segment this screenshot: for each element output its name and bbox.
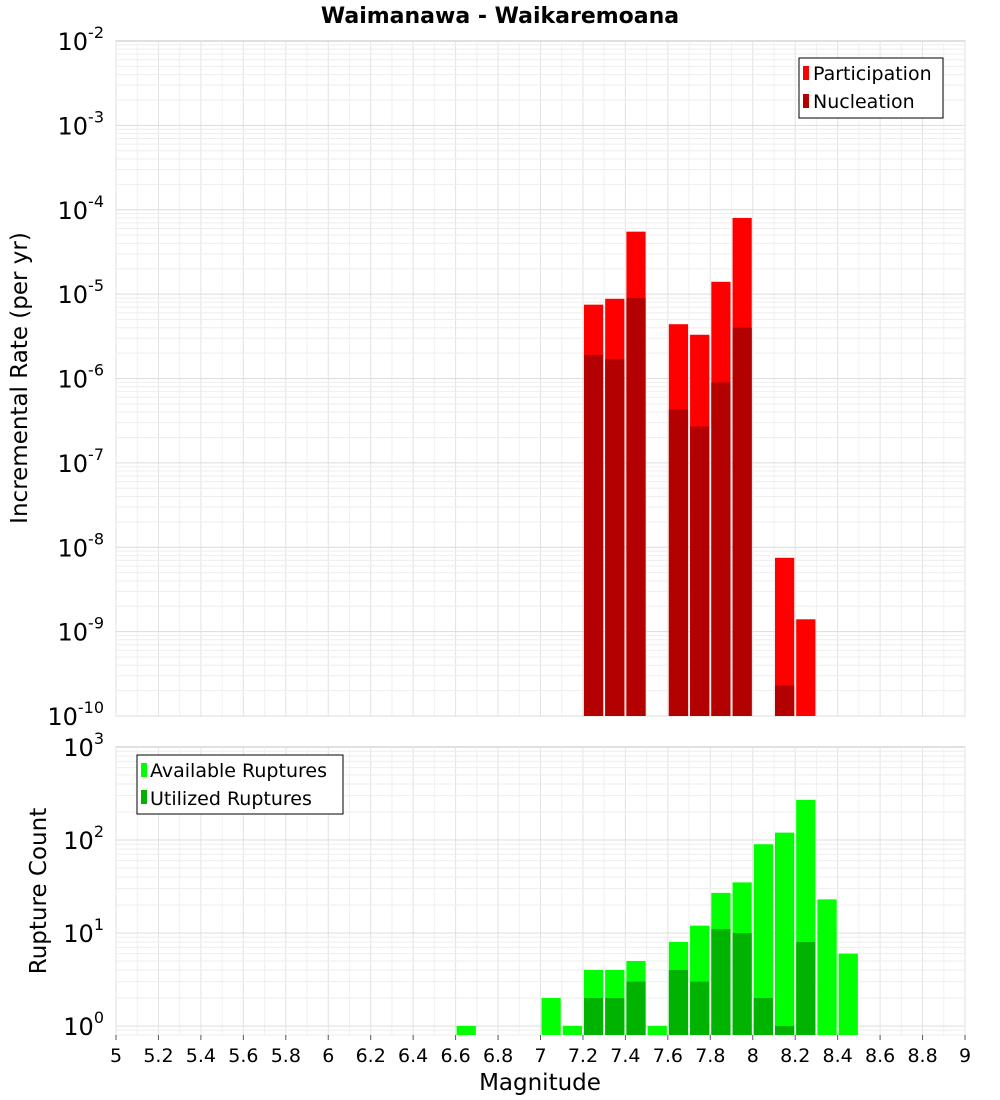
bar-utilized-ruptures xyxy=(626,981,646,1035)
bar-available-ruptures xyxy=(562,1025,582,1035)
x-tick-label: 7.2 xyxy=(568,1045,598,1067)
bar-available-ruptures xyxy=(753,844,773,1035)
x-tick-label: 6.2 xyxy=(356,1045,386,1067)
top-y-axis-label: Incremental Rate (per yr) xyxy=(7,232,33,524)
bar-utilized-ruptures xyxy=(583,997,604,1035)
bar-participation xyxy=(774,557,795,716)
x-tick-label: 8.4 xyxy=(823,1045,853,1067)
top-y-tick-label: 10-6 xyxy=(58,361,105,394)
top-y-tick-label: 10-9 xyxy=(58,614,105,647)
x-tick-label: 8.6 xyxy=(865,1045,895,1067)
top-y-tick-label: 10-8 xyxy=(58,529,105,562)
x-tick-label: 7.4 xyxy=(610,1045,640,1067)
legend-swatch-available-ruptures xyxy=(141,763,147,777)
top-bars xyxy=(583,217,816,716)
top-y-tick-label: 10-10 xyxy=(47,698,104,731)
bottom-legend-box xyxy=(136,754,344,815)
x-tick-label: 7.6 xyxy=(653,1045,683,1067)
x-tick-label: 6.4 xyxy=(398,1045,428,1067)
x-tick-label: 6.8 xyxy=(483,1045,513,1067)
bar-utilized-ruptures xyxy=(690,981,710,1035)
bar-utilized-ruptures xyxy=(732,932,752,1035)
bar-utilized-ruptures xyxy=(774,1025,795,1035)
x-tick-label: 6.6 xyxy=(440,1045,470,1067)
chart-title: Waimanawa - Waikaremoana xyxy=(321,4,679,29)
bar-nucleation xyxy=(605,359,625,716)
bar-available-ruptures xyxy=(774,832,795,1035)
bar-nucleation xyxy=(668,409,689,716)
bottom-y-tick-label: 100 xyxy=(63,1008,104,1041)
bottom-y-axis-label: Rupture Count xyxy=(26,808,52,974)
x-tick-label: 5.4 xyxy=(186,1045,216,1067)
x-tick-label: 8.8 xyxy=(907,1045,937,1067)
bottom-y-tick-label: 102 xyxy=(63,822,104,855)
x-axis-label: Magnitude xyxy=(479,1070,601,1096)
bar-utilized-ruptures xyxy=(796,942,816,1035)
top-y-tick-label: 10-4 xyxy=(58,192,105,225)
bar-nucleation xyxy=(583,354,604,716)
x-tick-label: 8.2 xyxy=(780,1045,810,1067)
legend-label-available-ruptures: Available Ruptures xyxy=(150,760,327,782)
x-tick-label: 8 xyxy=(747,1045,759,1067)
bar-utilized-ruptures xyxy=(605,997,625,1035)
top-panel: 10-10 10-9 10-8 10-7 10-6 10-5 10-4 10-3 10-2 In… xyxy=(7,23,966,731)
bar-available-ruptures xyxy=(541,997,561,1035)
bar-available-ruptures xyxy=(838,953,858,1035)
bottom-panel: 100 101 102 103 5 5.2 5.4 5.6 5.8 6 6.2 6.4 6.6 6.8 7… xyxy=(26,729,971,1096)
bottom-legend: Available Ruptures Utilized Ruptures xyxy=(136,754,344,815)
top-y-tick-label: 10-7 xyxy=(58,445,105,478)
x-tick-label: 5.8 xyxy=(271,1045,301,1067)
bar-nucleation xyxy=(774,685,795,716)
bar-nucleation xyxy=(690,426,710,716)
bar-utilized-ruptures xyxy=(711,929,731,1035)
legend-label-participation: Participation xyxy=(813,63,932,85)
x-tick-label: 5.2 xyxy=(143,1045,173,1067)
bar-nucleation xyxy=(711,382,731,716)
bottom-bars xyxy=(456,799,858,1035)
x-tick-label: 6 xyxy=(322,1045,334,1067)
x-tick-label: 5.6 xyxy=(228,1045,258,1067)
bar-nucleation xyxy=(626,297,646,716)
bar-available-ruptures xyxy=(647,1025,667,1035)
top-y-tick-label: 10-5 xyxy=(58,276,105,309)
top-y-tick-labels: 10-10 10-9 10-8 10-7 10-6 10-5 10-4 10-3 10-2 xyxy=(47,23,104,731)
bar-nucleation xyxy=(732,327,752,716)
x-tick-label: 7.8 xyxy=(695,1045,725,1067)
bottom-y-tick-label: 103 xyxy=(63,729,104,762)
top-legend-box xyxy=(798,57,944,119)
top-legend: Participation Nucleation xyxy=(798,57,944,119)
legend-swatch-utilized-ruptures xyxy=(141,790,147,804)
legend-swatch-participation xyxy=(803,66,809,80)
x-tick-label: 9 xyxy=(959,1045,971,1067)
bar-available-ruptures xyxy=(817,899,837,1035)
bar-participation xyxy=(796,619,816,716)
legend-label-utilized-ruptures: Utilized Ruptures xyxy=(150,788,312,810)
legend-swatch-nucleation xyxy=(803,94,809,108)
bar-utilized-ruptures xyxy=(753,997,773,1035)
legend-label-nucleation: Nucleation xyxy=(813,91,915,113)
top-grid xyxy=(115,41,966,717)
x-tick-label: 7 xyxy=(534,1045,546,1067)
bottom-y-tick-label: 101 xyxy=(63,915,104,948)
bottom-y-tick-labels: 100 101 102 103 xyxy=(63,729,104,1041)
bar-utilized-ruptures xyxy=(668,969,689,1035)
x-tick-labels: 5 5.2 5.4 5.6 5.8 6 6.2 6.4 6.6 6.8 7 7.2 7.4 7.6 7.8 8… xyxy=(110,1035,971,1067)
top-y-tick-label: 10-2 xyxy=(58,23,105,56)
top-y-tick-label: 10-3 xyxy=(58,107,105,140)
bar-available-ruptures xyxy=(456,1025,476,1035)
x-tick-label: 5 xyxy=(110,1045,122,1067)
